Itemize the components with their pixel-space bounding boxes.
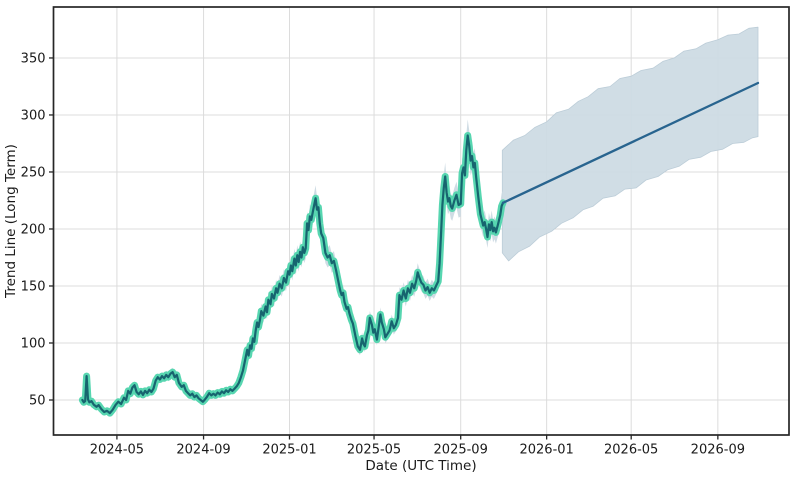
y-tick-label: 350 [21, 51, 46, 66]
plot-border [52, 6, 790, 436]
historical-trend-line [81, 134, 505, 415]
x-tick-label: 2024-05 [90, 443, 144, 458]
x-tick-label: 2025-09 [434, 443, 488, 458]
x-axis-label: Date (UTC Time) [365, 458, 476, 474]
x-tick-label: 2026-01 [519, 443, 573, 458]
x-tick-label: 2025-01 [262, 443, 316, 458]
forecast-trend-line [501, 81, 760, 204]
x-tick-label: 2024-09 [176, 443, 230, 458]
plot-area: 50 100 150 200 250 300 350 2024-05 2024-09 2025-0… [21, 6, 790, 458]
x-tick-label: 2026-05 [604, 443, 658, 458]
historical-line-glow [78, 132, 507, 417]
x-tick-label: 2025-05 [347, 443, 401, 458]
y-tick-label: 200 [21, 222, 46, 237]
y-tick-label: 50 [29, 393, 46, 408]
y-tick-label: 250 [21, 165, 46, 180]
y-tick-label: 300 [21, 108, 46, 123]
x-tick-label: 2026-09 [691, 443, 745, 458]
y-tick-label: 100 [21, 336, 46, 351]
y-tick-label: 150 [21, 279, 46, 294]
y-axis-label: Trend Line (Long Term) [3, 144, 19, 299]
